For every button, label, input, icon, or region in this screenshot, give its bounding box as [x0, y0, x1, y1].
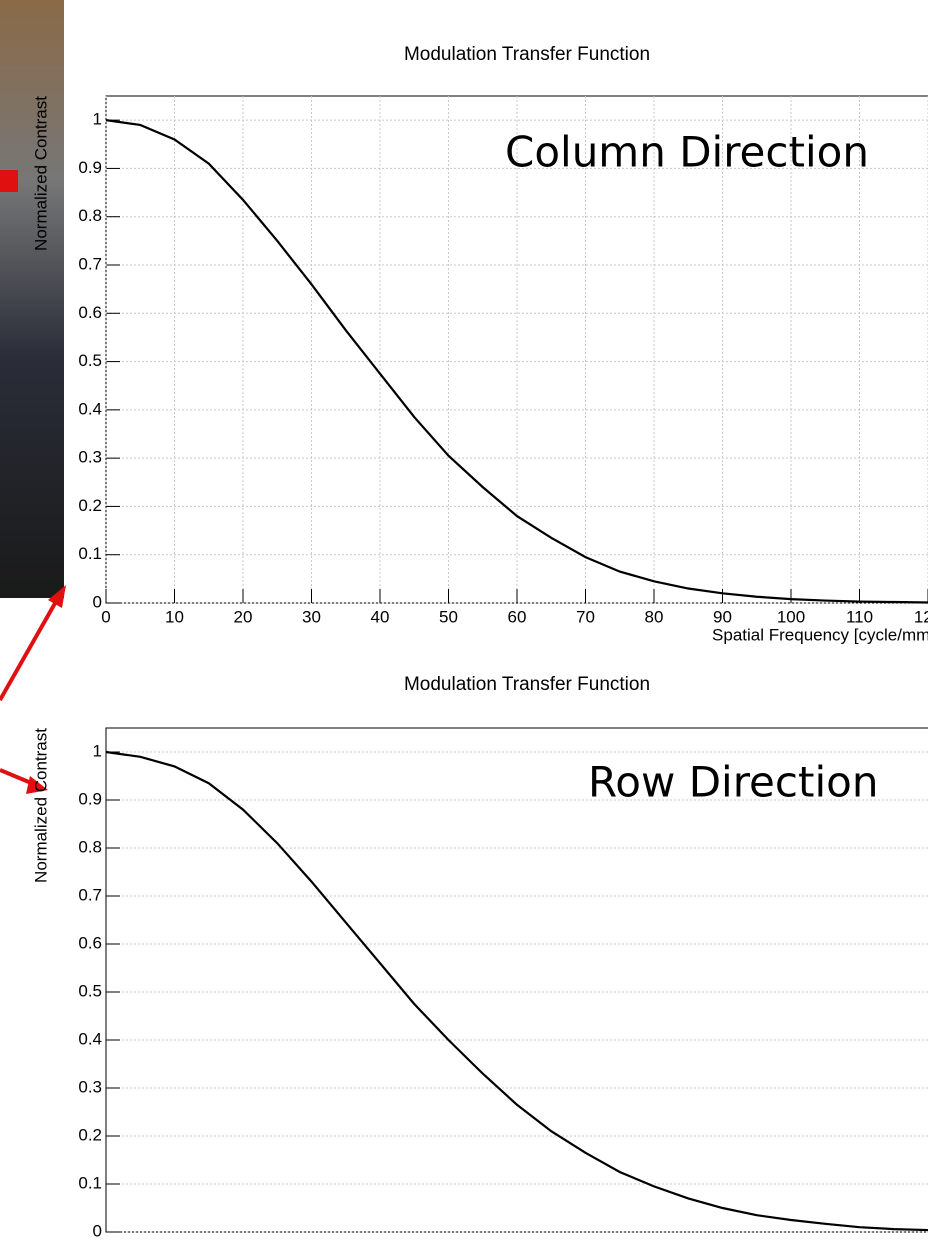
- x-tick-label: 30: [302, 607, 321, 626]
- y-tick-label: 0.1: [78, 1173, 102, 1192]
- x-tick-label: 10: [165, 607, 184, 626]
- photo-crop: [0, 0, 64, 598]
- y-tick-label: 0.6: [78, 933, 102, 952]
- y-tick-label: 0.7: [78, 885, 102, 904]
- chart-title: Modulation Transfer Function: [404, 44, 650, 65]
- y-tick-label: 0.5: [78, 981, 102, 1000]
- red-marker: [0, 170, 18, 192]
- x-tick-label: 0: [101, 607, 110, 626]
- annotation: Column Direction: [505, 128, 869, 177]
- x-tick-label: 70: [576, 607, 595, 626]
- y-tick-label: 0: [93, 1221, 102, 1240]
- chart-bottom: 0 0.1 0.2 0.3 0.4 0.5 0.6 0.7 0.8 0.9 1 Modulation …: [31, 674, 928, 1240]
- y-tick-label: 0.3: [78, 448, 102, 467]
- y-tick-label: 0.4: [78, 1029, 102, 1048]
- annotation: Row Direction: [588, 758, 878, 807]
- y-axis-label: Normalized Contrast: [31, 96, 50, 251]
- y-tick-label: 0.8: [78, 206, 102, 225]
- x-tick-label: 50: [439, 607, 458, 626]
- x-tick-label: 20: [234, 607, 253, 626]
- y-tick-label: 0.2: [78, 1125, 102, 1144]
- y-tick-label: 0.1: [78, 544, 102, 563]
- figure: 00.10.20.30.40.50.60.70.80.9101020304050…: [0, 0, 928, 1243]
- x-tick-label: 60: [508, 607, 527, 626]
- chart-title: Modulation Transfer Function: [404, 674, 650, 695]
- y-tick-label: 0.7: [78, 254, 102, 273]
- y-tick-label: 0.5: [78, 351, 102, 370]
- y-tick-label: 0.9: [78, 158, 102, 177]
- y-tick-label: 0.2: [78, 496, 102, 515]
- x-tick-label: 100: [777, 607, 805, 626]
- y-tick-label: 1: [93, 110, 102, 129]
- y-tick-label: 0.3: [78, 1077, 102, 1096]
- y-tick-label: 1: [93, 741, 102, 760]
- x-tick-label: 110: [846, 607, 873, 626]
- x-axis-label: Spatial Frequency [cycle/mm]: [712, 625, 928, 644]
- x-tick-label: 40: [371, 607, 390, 626]
- y-axis-label: Normalized Contrast: [31, 728, 50, 883]
- x-tick-label: 120: [914, 607, 928, 626]
- x-tick-label: 80: [645, 607, 664, 626]
- y-tick-label: 0.4: [78, 399, 102, 418]
- x-tick-label: 90: [713, 607, 732, 626]
- y-tick-label: 0.6: [78, 303, 102, 322]
- y-tick-label: 0.9: [78, 789, 102, 808]
- y-tick-label: 0.8: [78, 837, 102, 856]
